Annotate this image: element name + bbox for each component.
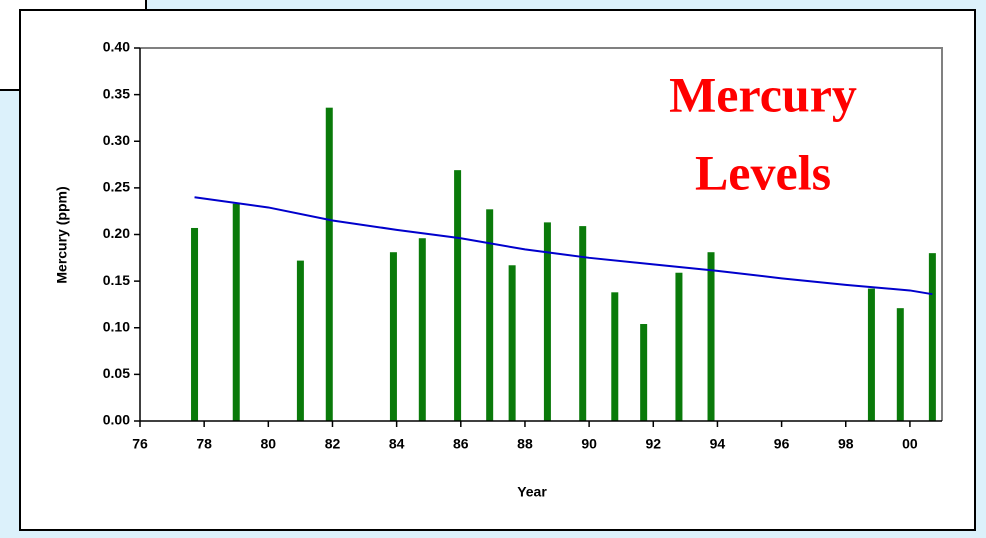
y-tick-label: 0.30 xyxy=(103,132,130,148)
bar xyxy=(232,203,240,421)
plot-border xyxy=(140,47,943,421)
x-tick-label: 86 xyxy=(453,436,469,452)
bar xyxy=(867,288,875,421)
x-tick-label: 92 xyxy=(645,436,661,452)
bar xyxy=(418,238,426,421)
x-tick-label: 96 xyxy=(774,436,790,452)
y-axis-label: Mercury (ppm) xyxy=(54,186,70,283)
chart-title: Mercury xyxy=(669,66,857,122)
y-tick-label: 0.40 xyxy=(103,39,130,55)
y-tick-label: 0.35 xyxy=(103,85,130,101)
bar xyxy=(508,265,516,421)
bar xyxy=(896,308,904,421)
x-tick-label: 82 xyxy=(325,436,341,452)
x-tick-label: 98 xyxy=(838,436,854,452)
bar xyxy=(191,227,199,421)
bar xyxy=(454,170,462,421)
chart-title: Levels xyxy=(695,144,831,200)
bar xyxy=(325,107,333,422)
bar xyxy=(579,226,587,421)
x-axis-label: Year xyxy=(517,484,547,500)
x-tick-label: 80 xyxy=(261,436,277,452)
x-tick-label: 88 xyxy=(517,436,533,452)
y-tick-label: 0.20 xyxy=(103,225,130,241)
chart-panel xyxy=(19,9,976,531)
y-tick-label: 0.05 xyxy=(103,365,130,381)
y-tick-label: 0.10 xyxy=(103,318,130,334)
bar xyxy=(389,252,397,421)
bar xyxy=(543,222,551,421)
x-tick-label: 94 xyxy=(710,436,726,452)
x-tick-label: 78 xyxy=(196,436,212,452)
x-tick-label: 76 xyxy=(132,436,148,452)
bar xyxy=(486,209,494,421)
bar xyxy=(928,253,936,421)
bar xyxy=(640,324,648,421)
x-tick-label: 00 xyxy=(902,436,918,452)
y-tick-label: 0.00 xyxy=(103,412,130,428)
y-tick-label: 0.15 xyxy=(103,272,130,288)
bar xyxy=(707,252,715,421)
bar xyxy=(611,292,619,421)
bar xyxy=(296,260,304,421)
y-tick-label: 0.25 xyxy=(103,179,130,195)
trend-line xyxy=(194,196,933,296)
x-tick-label: 90 xyxy=(581,436,597,452)
bar xyxy=(675,272,683,421)
x-tick-label: 84 xyxy=(389,436,405,452)
